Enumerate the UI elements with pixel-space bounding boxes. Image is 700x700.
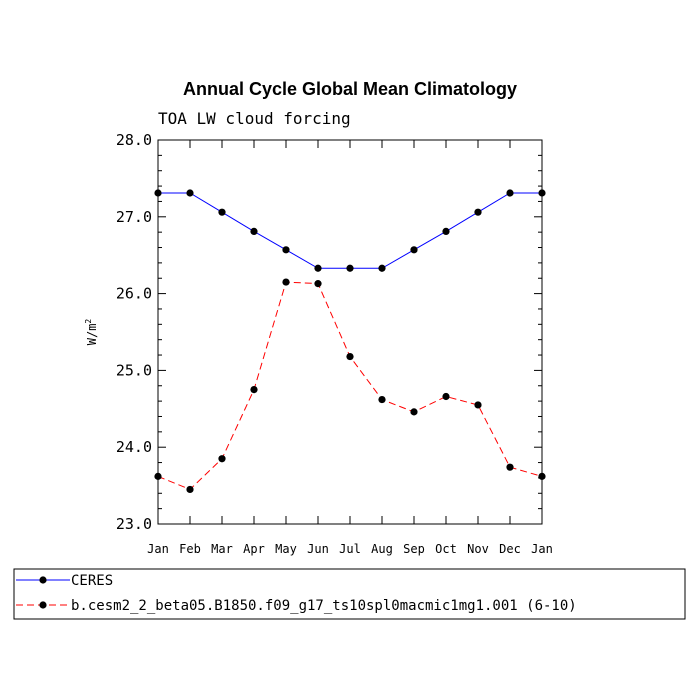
series-1-point	[250, 227, 258, 235]
chart-title: Annual Cycle Global Mean Climatology	[183, 79, 517, 99]
series-2-point	[346, 352, 354, 361]
series-markers	[154, 189, 546, 494]
legend: CERES b.cesm2_2_beta05.B1850.f09_g17_ts10…	[13, 568, 686, 620]
legend-swatch-marker	[39, 601, 47, 609]
series-1-point	[378, 264, 386, 272]
series-2-point	[154, 472, 162, 480]
series-2-point	[186, 485, 194, 494]
y-axis-label: W/m2	[84, 319, 99, 346]
series-2-point	[442, 392, 450, 401]
x-tick-label: Sep	[403, 542, 425, 556]
series-1-point	[538, 189, 546, 197]
series-2-point	[538, 472, 546, 480]
series-line-2	[157, 281, 543, 490]
series-2-point	[378, 395, 386, 404]
x-tick-label: Jul	[339, 542, 361, 556]
series-1-point	[282, 246, 290, 254]
x-tick-label: Jan	[147, 542, 169, 556]
x-tick-label: Dec	[499, 542, 521, 556]
series-line-1	[158, 192, 542, 269]
series-1-point	[154, 189, 162, 197]
x-tick-label: Jan	[531, 542, 553, 556]
y-tick-label: 23.0	[116, 515, 152, 533]
series-1-point	[474, 208, 482, 216]
series-2-point	[282, 278, 290, 286]
plot-frame	[157, 139, 543, 525]
y-axis-label-text: W/m	[85, 324, 99, 346]
y-tick-label: 28.0	[116, 131, 152, 149]
series-2-point	[314, 280, 322, 288]
series-2-point	[410, 408, 418, 416]
axis-ticks: 23.0 24.0 25.0 26.0 27.0 28.0 Jan Feb Mar Apr May J…	[116, 131, 553, 556]
series-lines	[157, 192, 543, 490]
series-1-point	[410, 246, 418, 254]
legend-label: b.cesm2_2_beta05.B1850.f09_g17_ts10spl0m…	[71, 598, 577, 614]
series-1-point	[442, 227, 450, 235]
y-tick-label: 27.0	[116, 208, 152, 226]
legend-label: CERES	[71, 573, 113, 589]
x-tick-label: Jun	[307, 542, 329, 556]
x-tick-label: Nov	[467, 542, 489, 556]
x-tick-label: May	[275, 542, 297, 556]
series-2-point	[474, 401, 482, 409]
svg-text:W/m2: W/m2	[84, 319, 99, 346]
series-1-point	[314, 264, 322, 272]
legend-swatch-marker	[39, 576, 47, 584]
series-1-point	[218, 208, 226, 216]
x-tick-label: Mar	[211, 542, 233, 556]
series-2-point	[218, 455, 226, 463]
x-tick-label: Apr	[243, 542, 265, 556]
legend-box	[13, 568, 686, 620]
series-2-point	[506, 463, 514, 471]
chart-subtitle: TOA LW cloud forcing	[158, 109, 351, 128]
x-tick-label: Aug	[371, 542, 393, 556]
x-tick-label: Feb	[179, 542, 201, 556]
series-1-point	[186, 189, 194, 197]
series-1-point	[346, 264, 354, 272]
series-2-point	[250, 386, 258, 394]
y-axis-label-superscript: 2	[84, 319, 93, 324]
y-tick-label: 26.0	[116, 285, 152, 303]
y-tick-label: 25.0	[116, 361, 152, 379]
series-1-point	[506, 189, 514, 197]
x-tick-label: Oct	[435, 542, 457, 556]
y-tick-label: 24.0	[116, 438, 152, 456]
